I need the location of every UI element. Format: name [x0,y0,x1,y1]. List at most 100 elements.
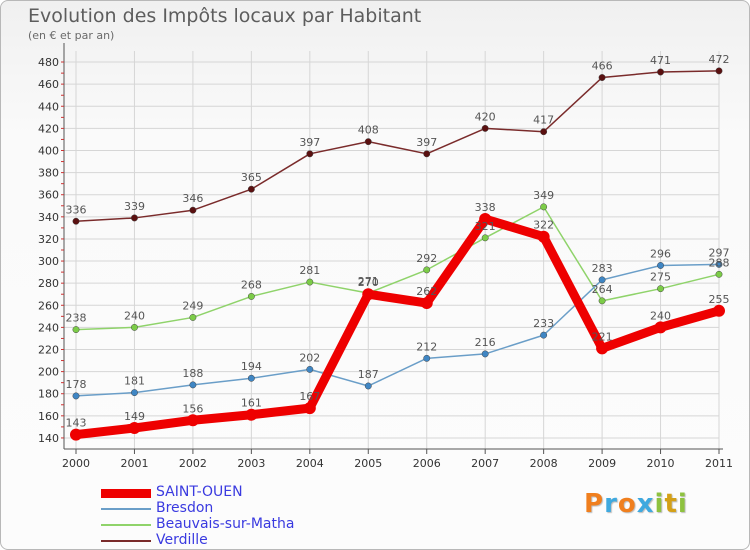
y-tick-label: 420 [38,122,59,135]
data-label: 281 [299,264,320,277]
data-label: 338 [475,201,496,214]
x-tick-label: 2004 [296,457,324,470]
legend-swatch-beauvais [101,524,151,526]
data-label: 297 [709,246,730,259]
data-label: 346 [182,192,203,205]
data-label: 349 [533,189,554,202]
data-point [364,138,372,146]
data-point [423,150,431,158]
data-point [654,321,667,334]
data-point [715,67,723,75]
data-label: 240 [124,309,145,322]
logo-letter: t [664,489,678,519]
logo-letter: x [636,489,655,519]
data-point [364,382,372,390]
data-label: 240 [650,309,671,322]
logo-letter: i [677,489,688,519]
y-tick-label: 480 [38,56,59,69]
data-label: 420 [475,110,496,123]
data-point [245,408,258,421]
data-label: 408 [358,124,379,137]
data-label: 288 [709,256,730,269]
y-tick-label: 220 [38,344,59,357]
data-point [423,354,431,362]
data-label: 212 [416,340,437,353]
y-tick-label: 300 [38,255,59,268]
y-tick-label: 320 [38,233,59,246]
data-label: 365 [241,171,262,184]
data-label: 216 [475,336,496,349]
y-tick-label: 160 [38,410,59,423]
data-label: 238 [66,312,87,325]
data-label: 167 [299,390,320,403]
data-label: 161 [241,397,262,410]
data-label: 255 [709,293,730,306]
data-point [657,262,664,269]
series-lines [70,67,725,441]
data-point [247,374,255,382]
legend-swatch-saint-ouen [101,489,151,498]
data-label: 202 [299,351,320,364]
data-point [128,421,141,434]
data-label: 275 [650,271,671,284]
data-point [362,288,375,301]
data-label: 149 [124,410,145,423]
data-point [540,128,548,136]
data-label: 417 [533,114,554,127]
data-point [598,276,606,284]
legend-swatch-bresdon [101,508,151,510]
data-point [598,297,606,305]
x-tick-label: 2010 [647,457,675,470]
data-point [247,185,255,193]
legend-swatch-verdille [101,540,151,542]
data-label: 471 [650,54,671,67]
data-label: 339 [124,200,145,213]
data-point [131,323,138,331]
data-label: 283 [592,262,613,275]
y-tick-label: 200 [38,366,59,379]
data-label: 249 [182,299,203,312]
data-label: 187 [358,368,379,381]
y-tick-label: 280 [38,277,59,290]
data-point [72,217,80,225]
proxiti-logo: Proxiti [584,489,688,519]
data-label: 270 [358,276,379,289]
data-point [540,203,548,211]
data-point [247,292,255,300]
series-line-saint-ouen [71,214,724,440]
data-point [72,392,80,400]
logo-letter: i [654,489,665,519]
y-tick-label: 340 [38,211,59,224]
y-tick-label: 360 [38,189,59,202]
data-label: 268 [241,278,262,291]
data-label: 296 [650,247,671,260]
data-point [479,213,492,226]
data-label: 466 [592,60,613,73]
y-tick-label: 140 [38,432,59,445]
logo-letter: o [617,489,637,519]
data-point [537,230,550,243]
x-tick-label: 2007 [471,457,499,470]
x-tick-label: 2011 [705,457,733,470]
data-label: 143 [66,417,87,430]
y-tick-label: 380 [38,167,59,180]
data-label: 156 [182,402,203,415]
data-point [598,74,606,81]
data-label: 472 [709,53,730,66]
data-label: 397 [299,136,320,149]
data-point [713,304,725,317]
data-label: 178 [66,378,87,391]
data-point [657,285,664,293]
data-label: 221 [592,330,613,343]
data-point [70,428,82,441]
data-label: 181 [124,375,145,388]
series-line-beauvais-sur-matha [75,206,720,331]
data-point [423,266,431,274]
data-label: 322 [533,219,554,232]
data-label: 233 [533,317,554,330]
data-label: 336 [66,203,87,216]
data-labels: 336 339 346 365 397 408 397 420 417 466 471 472 238 2… [66,53,730,430]
y-tick-label: 400 [38,145,59,158]
logo-letter: P [584,489,605,519]
x-tick-label: 2008 [530,457,558,470]
